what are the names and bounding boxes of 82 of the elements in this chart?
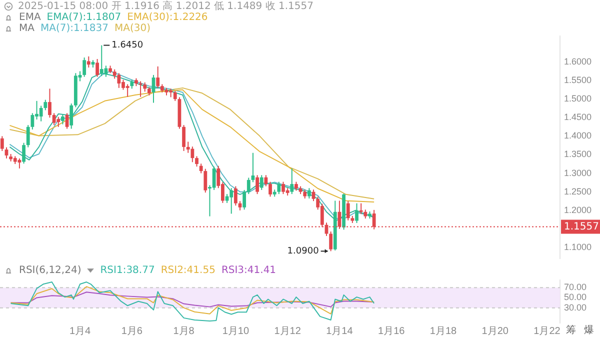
y-tick-label: 1.1000 <box>564 242 592 252</box>
candlestick <box>143 82 147 92</box>
y-tick-label: 1.4000 <box>564 130 592 141</box>
candlestick <box>355 202 358 224</box>
annotation: 1.0900 <box>287 246 320 257</box>
x-tick-label: 1月12 <box>274 326 302 337</box>
candlestick <box>277 181 281 195</box>
candlestick <box>264 174 268 187</box>
y-tick-label: 1.6000 <box>564 56 592 66</box>
text: EMA(30):1.2226 <box>127 12 208 23</box>
candlestick <box>290 168 294 195</box>
candlestick <box>26 124 30 148</box>
candlestick <box>230 188 234 214</box>
text: MA(30) <box>114 23 150 34</box>
candlestick <box>359 202 363 215</box>
candlestick <box>104 65 108 78</box>
candlestick <box>329 231 333 252</box>
y-tick-label: 1.5500 <box>564 75 592 86</box>
candlestick <box>242 189 246 210</box>
series-label: RSI2:41.55 <box>160 265 216 276</box>
x-tick-label: 1月16 <box>378 326 406 337</box>
candlestick <box>268 181 272 198</box>
text: 筹 <box>566 324 576 337</box>
candlestick <box>44 99 48 111</box>
candlestick <box>86 56 90 68</box>
y-tick-label: 30.00 <box>564 302 587 312</box>
x-tick-label: 1月20 <box>482 326 509 337</box>
candlestick <box>39 105 43 122</box>
candlestick <box>126 84 130 98</box>
candlestick <box>307 188 311 199</box>
x-tick-label: 1月22 <box>534 326 561 337</box>
text: EMA <box>19 12 41 23</box>
candlestick <box>260 174 264 190</box>
x-tick-label: 1月4 <box>69 326 91 337</box>
candlestick <box>0 136 4 152</box>
candlestick <box>195 156 198 168</box>
text: MA <box>19 23 34 34</box>
chart-title: 2025-01-15 08:00 开 1.1916 高 1.2012 低 1.1489 收 1.1557 <box>18 1 314 12</box>
y-tick-label: 1.3500 <box>564 149 592 160</box>
candlestick <box>70 103 74 130</box>
candlestick <box>30 112 34 130</box>
candlestick <box>61 114 64 125</box>
y-tick-label: 70.00 <box>564 282 587 292</box>
candlestick <box>182 124 186 152</box>
text: EMA(7):1.1807 <box>46 12 122 23</box>
candlestick <box>190 146 194 163</box>
text: MA(7):1.1837 <box>40 23 108 34</box>
candlestick <box>212 166 216 190</box>
candlestick <box>256 174 259 195</box>
candlestick <box>199 163 203 174</box>
x-tick-label: 1月18 <box>430 326 458 337</box>
x-tick-label: 1月10 <box>222 326 250 337</box>
y-tick-label: 1.2500 <box>564 186 592 196</box>
candlestick <box>22 142 26 164</box>
candlestick <box>48 88 52 118</box>
candlestick <box>346 200 350 221</box>
x-tick-label: 1月6 <box>121 326 143 337</box>
x-tick-label: 1月8 <box>173 326 195 337</box>
candlestick <box>52 112 56 126</box>
candlestick <box>156 66 160 88</box>
annotation: 1.6450 <box>112 40 144 51</box>
text: 爆 <box>584 324 594 337</box>
legend-title: RSI(6,12,24) <box>19 265 82 276</box>
candlestick <box>96 58 99 78</box>
candlestick <box>56 116 60 128</box>
candlestick <box>117 72 121 88</box>
candlestick <box>82 57 86 78</box>
candlestick <box>246 177 250 195</box>
candlestick <box>234 186 238 206</box>
candlestick <box>112 68 116 80</box>
y-tick-label: 1.2000 <box>564 204 592 215</box>
x-tick-label: 1月14 <box>326 326 354 337</box>
y-tick-label: 1.5000 <box>564 94 592 104</box>
ref-line-label: 1.1557 <box>564 221 599 232</box>
candlestick <box>204 168 208 194</box>
text: RSI3:41.41 <box>221 265 276 276</box>
y-tick-label: 1.4500 <box>564 112 592 122</box>
candlestick <box>173 90 177 102</box>
y-tick-label: 1.3000 <box>564 168 592 178</box>
series-label: RSI1:38.77 <box>100 265 155 276</box>
candlestick <box>100 44 104 77</box>
y-tick-label: 50.00 <box>564 292 587 302</box>
